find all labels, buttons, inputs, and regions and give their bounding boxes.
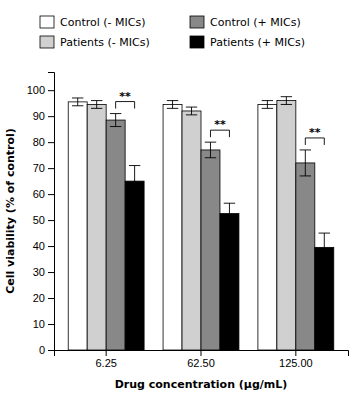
error-bar [224, 203, 235, 224]
bar [125, 181, 144, 350]
legend-swatch [40, 36, 54, 48]
plot-area: 01020304050607080901006.2562.50125.00***… [27, 73, 349, 369]
bar [201, 150, 220, 350]
tick-mark [48, 220, 54, 221]
legend-swatch [40, 16, 54, 28]
bar [87, 104, 106, 350]
significance-bracket [116, 102, 135, 109]
legend-label: Control (+ MICs) [210, 16, 301, 29]
legend-item: Patients (- MICs) [40, 36, 150, 49]
tick-mark [48, 168, 54, 169]
tick-label: 0 [39, 344, 45, 356]
tick-label: 125.00 [279, 357, 313, 369]
tick: 62.50 [187, 350, 215, 369]
legend-label: Control (- MICs) [60, 16, 145, 29]
tick-mark [295, 350, 296, 356]
x-axis: 6.25 62.50 125.00 [55, 350, 349, 369]
marks [68, 97, 334, 350]
tick-label: 90 [33, 110, 45, 122]
legend-swatch [190, 36, 204, 48]
bar [277, 101, 296, 350]
error-bar [129, 166, 140, 197]
tick: 60 [33, 188, 54, 200]
tick: 30 [33, 266, 54, 278]
error-bar [110, 114, 121, 127]
annotation: ** [214, 118, 226, 131]
error-bar [281, 97, 292, 105]
tick-label: 62.50 [187, 357, 215, 369]
bar [296, 163, 315, 350]
tick-mark [48, 298, 54, 299]
legend-label: Patients (- MICs) [60, 36, 150, 49]
error-bar [205, 142, 216, 158]
tick: 70 [33, 162, 54, 174]
axis-line [55, 351, 349, 357]
legend-item: Patients (+ MICs) [190, 36, 305, 49]
legend-item: Control (+ MICs) [190, 16, 301, 29]
tick: 90 [33, 110, 54, 122]
legend-item: Control (- MICs) [40, 16, 145, 29]
tick: 6.25 [95, 350, 116, 369]
tick-mark [48, 272, 54, 273]
significance-bracket [210, 130, 229, 137]
tick-label: 100 [27, 84, 45, 96]
tick-mark [48, 350, 54, 351]
x-axis-title: Drug concentration (μg/mL) [115, 378, 288, 391]
tick-mark [48, 90, 54, 91]
tick-mark [201, 350, 202, 356]
tick-label: 80 [33, 136, 45, 148]
tick: 125.00 [279, 350, 313, 369]
y-axis: 0 10 20 30 40 50 60 70 80 90 100 [27, 73, 55, 357]
error-bar [319, 233, 330, 262]
axis-line [48, 73, 55, 351]
series [68, 98, 277, 350]
legend: Control (- MICs) Patients (- MICs) Control… [40, 16, 305, 49]
error-bar [262, 101, 273, 109]
tick-mark [48, 194, 54, 195]
tick-label: 40 [33, 240, 45, 252]
tick-label: 50 [33, 214, 45, 226]
tick: 20 [33, 292, 54, 304]
tick-label: 60 [33, 188, 45, 200]
tick-label: 70 [33, 162, 45, 174]
error-bar [167, 101, 178, 109]
tick-label: 6.25 [95, 357, 116, 369]
tick: 80 [33, 136, 54, 148]
tick: 50 [33, 214, 54, 226]
tick: 40 [33, 240, 54, 252]
tick: 0 [39, 344, 54, 356]
series [106, 114, 315, 350]
series [87, 97, 296, 350]
y-axis-title: Cell viability (% of control) [4, 128, 17, 294]
bar [106, 120, 125, 350]
series [125, 166, 334, 350]
chart: 01020304050607080901006.2562.50125.00***… [0, 0, 360, 400]
bar [258, 104, 277, 350]
tick: 10 [33, 318, 54, 330]
bar [182, 111, 201, 350]
tick-label: 30 [33, 266, 45, 278]
tick-mark [48, 246, 54, 247]
significance-bracket [305, 138, 324, 145]
bar [163, 104, 182, 350]
bar [315, 247, 334, 350]
tick-mark [48, 142, 54, 143]
annotation: ** [309, 126, 321, 139]
annotation: ** [119, 90, 131, 103]
legend-label: Patients (+ MICs) [210, 36, 305, 49]
error-bar [186, 107, 197, 115]
tick-label: 10 [33, 318, 45, 330]
tick-mark [106, 350, 107, 356]
legend-swatch [190, 16, 204, 28]
error-bar [300, 150, 311, 176]
annotations: ** ** ** [116, 90, 325, 145]
error-bar [91, 101, 102, 109]
error-bar [72, 98, 83, 106]
tick-label: 20 [33, 292, 45, 304]
bar [68, 102, 87, 350]
tick-mark [48, 116, 54, 117]
tick: 100 [27, 84, 54, 96]
bar [220, 214, 239, 350]
tick-mark [48, 324, 54, 325]
